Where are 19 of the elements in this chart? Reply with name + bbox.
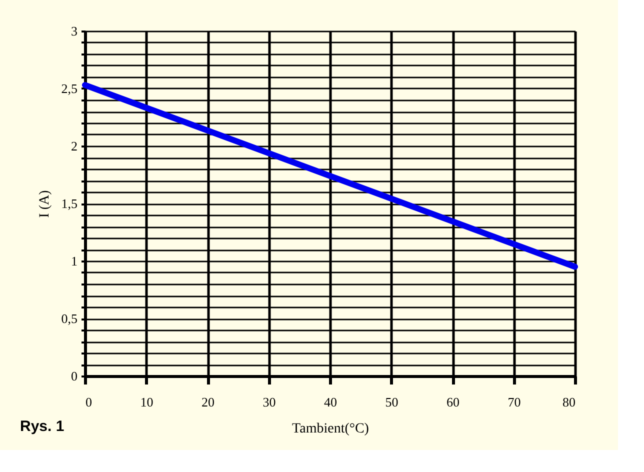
x-tick-label: 0 bbox=[86, 394, 92, 410]
y-tick-label: 2 bbox=[71, 138, 78, 154]
x-tick-label: 60 bbox=[446, 394, 460, 410]
y-tick-label: 1,5 bbox=[61, 196, 78, 211]
x-tick-label: 10 bbox=[140, 394, 154, 410]
x-tick-label: 80 bbox=[562, 394, 576, 410]
y-tick-label: 3 bbox=[71, 24, 78, 38]
x-tick-label: 20 bbox=[202, 394, 214, 410]
x-tick-label: 30 bbox=[262, 394, 276, 410]
x-tick-label: 70 bbox=[508, 394, 521, 410]
y-axis-title: I (A) bbox=[37, 190, 52, 218]
text: Rys. 1 bbox=[20, 418, 64, 435]
x-tick-label: 50 bbox=[385, 394, 398, 410]
y-tick-label: 0 bbox=[71, 368, 78, 384]
x-axis-title: Tambient(°C) bbox=[292, 422, 370, 436]
y-tick-label: 1 bbox=[71, 254, 78, 268]
y-tick-label: 0,5 bbox=[61, 311, 78, 326]
y-tick-label: 2,5 bbox=[61, 81, 78, 96]
x-tick-label: 40 bbox=[324, 394, 337, 410]
